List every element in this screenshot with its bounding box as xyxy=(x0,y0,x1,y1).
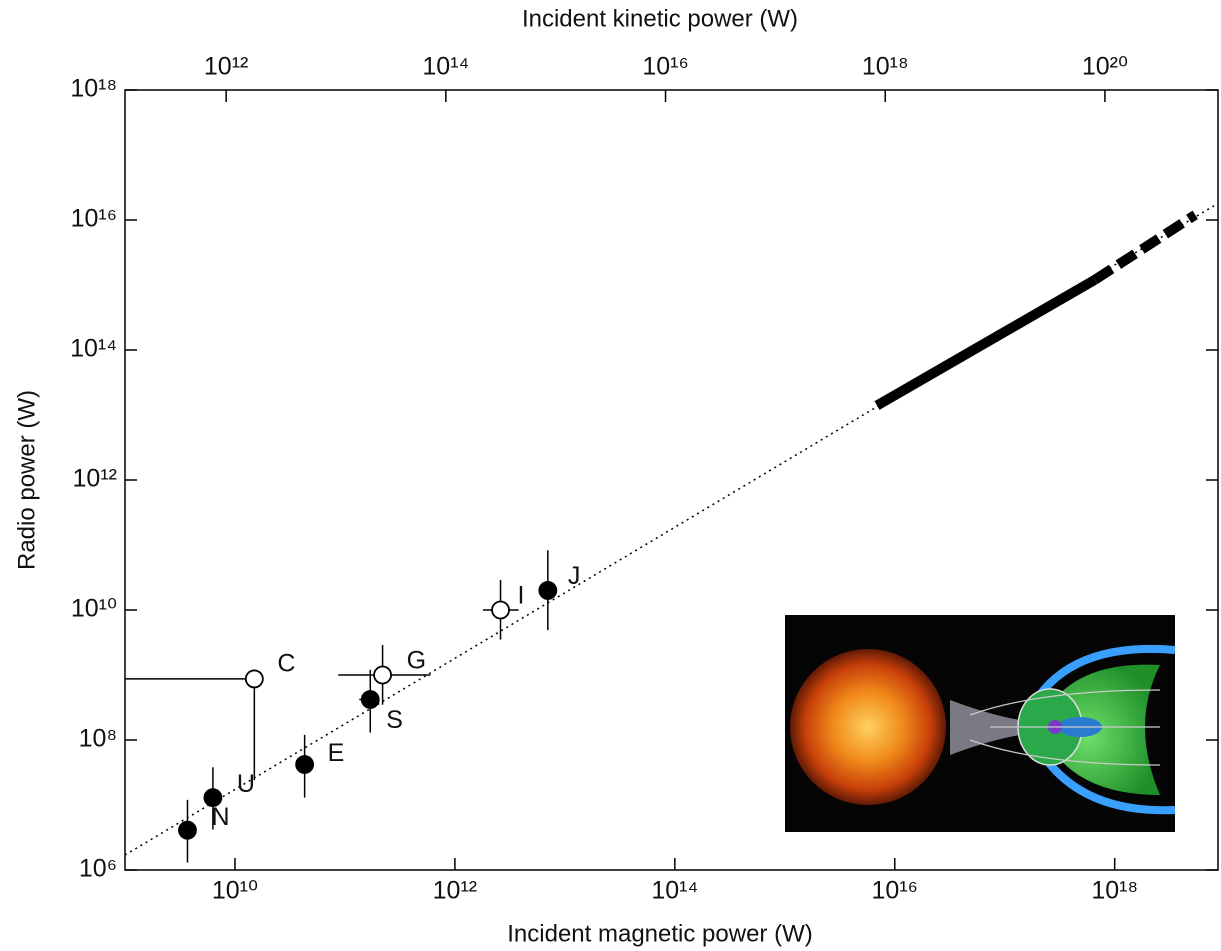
fit-line xyxy=(1092,210,1198,285)
point-label: G xyxy=(407,647,426,675)
y-tick-label: 10¹⁶ xyxy=(71,205,117,233)
fit-line xyxy=(874,275,1098,410)
x2-tick-label: 10¹⁴ xyxy=(422,53,469,81)
point xyxy=(491,600,510,620)
x-tick-label: 10¹⁰ xyxy=(212,877,258,905)
x2-tick-label: 10²⁰ xyxy=(1082,53,1128,81)
point xyxy=(203,788,223,807)
point-label: J xyxy=(568,562,581,590)
x-tick-label: 10¹⁸ xyxy=(1091,877,1138,905)
point-label: I xyxy=(518,582,525,610)
point xyxy=(538,581,558,600)
x2-tick-label: 10¹⁶ xyxy=(642,53,688,81)
x-tick-label: 10¹⁶ xyxy=(872,877,918,905)
x-tick-label: 10¹⁴ xyxy=(651,877,698,905)
y-tick-label: 10¹⁸ xyxy=(70,75,117,103)
point xyxy=(178,820,197,840)
x2-tick-label: 10¹⁸ xyxy=(862,53,909,81)
point-label: S xyxy=(386,706,403,734)
point-label: N xyxy=(211,803,229,831)
y-tick-label: 10⁶ xyxy=(79,855,117,883)
point xyxy=(360,690,380,709)
y-axis-title: Radio power (W) xyxy=(13,390,40,570)
point-label: C xyxy=(277,650,295,678)
point xyxy=(244,669,264,689)
y-tick-label: 10¹⁰ xyxy=(71,595,117,623)
y-tick-label: 10¹⁴ xyxy=(70,335,117,363)
y-tick-label: 10⁸ xyxy=(79,725,117,753)
x-axis-title: Incident magnetic power (W) xyxy=(507,920,812,947)
point-label: U xyxy=(237,770,255,798)
x-tick-label: 10¹² xyxy=(433,877,477,905)
fit-line xyxy=(124,202,1219,856)
point-label: E xyxy=(328,739,345,767)
inset-image xyxy=(785,615,1176,832)
x2-tick-label: 10¹² xyxy=(204,53,248,81)
y-tick-label: 10¹² xyxy=(73,465,117,493)
point xyxy=(373,665,392,685)
point xyxy=(295,755,315,774)
top-axis-title: Incident kinetic power (W) xyxy=(522,5,798,32)
